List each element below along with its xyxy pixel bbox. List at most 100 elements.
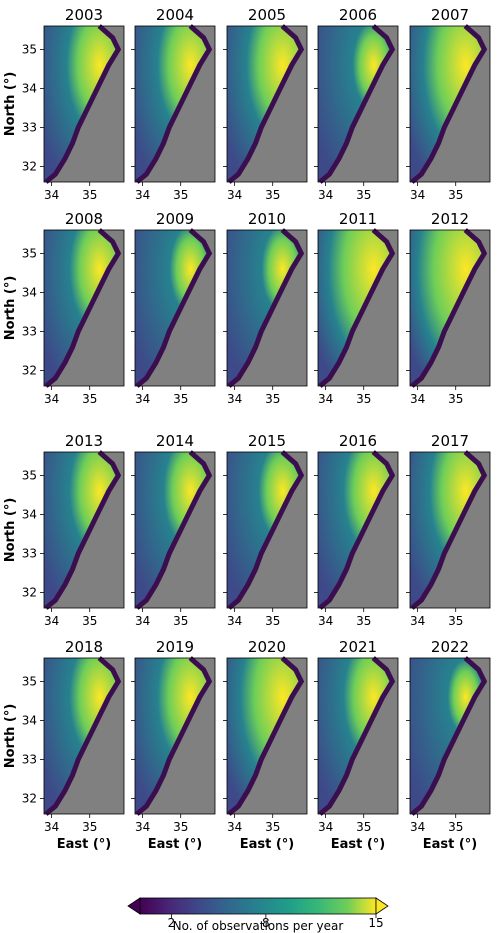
sea-observations xyxy=(318,452,393,608)
sea-observations xyxy=(135,230,210,386)
y-tick-label: 34 xyxy=(22,713,37,727)
panel-frame xyxy=(43,451,125,609)
panel-frame xyxy=(317,229,399,387)
y-tick-label: 33 xyxy=(22,546,37,560)
y-tick-label: 33 xyxy=(22,120,37,134)
x-tick-label: 34 xyxy=(135,188,150,202)
x-tick-label: 34 xyxy=(44,614,59,628)
map-panel-2007: 2007 34 35 xyxy=(406,6,491,202)
panel-title: 2013 xyxy=(65,432,103,450)
coastline xyxy=(410,656,488,816)
panel-title: 2003 xyxy=(65,6,103,24)
x-tick-label: 35 xyxy=(356,820,371,834)
panel-title: 2015 xyxy=(248,432,286,450)
x-axis-label: East (°) xyxy=(331,837,386,852)
x-tick-label: 35 xyxy=(265,820,280,834)
panel-frame xyxy=(134,25,216,183)
x-tick-label: 34 xyxy=(227,392,242,406)
coastline xyxy=(318,656,396,816)
x-tick-label: 35 xyxy=(356,392,371,406)
y-tick-label: 33 xyxy=(22,752,37,766)
x-tick-label: 34 xyxy=(410,614,425,628)
map-panel-2009: 2009 34 35 xyxy=(131,210,216,406)
map-panel-2011: 2011 34 35 xyxy=(314,210,399,406)
x-axis-label: East (°) xyxy=(57,837,112,852)
sea-observations xyxy=(227,230,302,386)
coastline xyxy=(318,450,396,610)
panel-title: 2018 xyxy=(65,638,103,656)
x-tick-label: 34 xyxy=(318,392,333,406)
panel-title: 2010 xyxy=(248,210,286,228)
x-tick-label: 34 xyxy=(135,392,150,406)
colorbar-extend-low xyxy=(127,897,141,915)
x-tick-label: 35 xyxy=(265,614,280,628)
coastline xyxy=(227,228,305,388)
panel-frame xyxy=(317,25,399,183)
map-panel-2015: 2015 34 35 xyxy=(223,432,308,628)
coastline xyxy=(135,228,213,388)
panel-title: 2020 xyxy=(248,638,286,656)
panel-title: 2016 xyxy=(339,432,377,450)
sea-observations xyxy=(135,26,210,182)
panel-frame xyxy=(43,25,125,183)
map-panel-2020: 2020 34 35 East (°) xyxy=(223,638,308,852)
x-tick-label: 34 xyxy=(227,188,242,202)
x-tick-label: 34 xyxy=(44,392,59,406)
y-axis-label: North (°) xyxy=(3,72,18,137)
panel-title: 2021 xyxy=(339,638,377,656)
coastline xyxy=(227,450,305,610)
x-tick-label: 35 xyxy=(173,188,188,202)
x-tick-label: 35 xyxy=(82,188,97,202)
sea-observations xyxy=(227,452,302,608)
x-axis-label: East (°) xyxy=(148,837,203,852)
map-panel-2008: 2008 34 35 32 33 34 35 North (°) xyxy=(3,210,125,406)
map-panel-2014: 2014 34 35 xyxy=(131,432,216,628)
sea-observations xyxy=(410,230,485,386)
y-tick-label: 34 xyxy=(22,507,37,521)
x-tick-label: 35 xyxy=(448,820,463,834)
sea-observations xyxy=(410,452,485,608)
map-panel-2017: 2017 34 35 xyxy=(406,432,491,628)
x-tick-label: 35 xyxy=(448,392,463,406)
panel-title: 2022 xyxy=(431,638,469,656)
panel-frame xyxy=(226,657,308,815)
x-tick-label: 35 xyxy=(448,188,463,202)
coastline xyxy=(410,228,488,388)
map-panel-2003: 2003 34 35 32 33 34 35 North (°) xyxy=(3,6,125,202)
coastline xyxy=(410,450,488,610)
x-tick-label: 34 xyxy=(44,820,59,834)
x-tick-label: 34 xyxy=(318,188,333,202)
panel-title: 2009 xyxy=(156,210,194,228)
colorbar-label: No. of observations per year xyxy=(173,919,344,933)
panel-frame xyxy=(409,451,491,609)
y-tick-label: 32 xyxy=(22,585,37,599)
coastline xyxy=(227,656,305,816)
coastline xyxy=(44,228,122,388)
panel-title: 2008 xyxy=(65,210,103,228)
x-tick-label: 34 xyxy=(410,188,425,202)
panel-frame xyxy=(409,229,491,387)
x-tick-label: 34 xyxy=(44,188,59,202)
coastline xyxy=(410,24,488,184)
sea-observations xyxy=(318,658,393,814)
panel-title: 2011 xyxy=(339,210,377,228)
coastline xyxy=(44,656,122,816)
map-panel-2019: 2019 34 35 East (°) xyxy=(131,638,216,852)
coastline xyxy=(44,24,122,184)
y-tick-label: 34 xyxy=(22,285,37,299)
map-panel-2006: 2006 34 35 xyxy=(314,6,399,202)
colorbar-extend-high xyxy=(375,897,389,915)
y-tick-label: 32 xyxy=(22,363,37,377)
x-tick-label: 34 xyxy=(410,820,425,834)
x-tick-label: 35 xyxy=(82,820,97,834)
sea-observations xyxy=(44,452,119,608)
sea-observations xyxy=(410,658,485,814)
panel-title: 2004 xyxy=(156,6,194,24)
y-axis-label: North (°) xyxy=(3,498,18,563)
panel-frame xyxy=(43,229,125,387)
colorbar-bar xyxy=(139,897,377,915)
map-panel-2012: 2012 34 35 xyxy=(406,210,491,406)
y-tick-label: 35 xyxy=(22,468,37,482)
panel-title: 2006 xyxy=(339,6,377,24)
sea-observations xyxy=(44,26,119,182)
